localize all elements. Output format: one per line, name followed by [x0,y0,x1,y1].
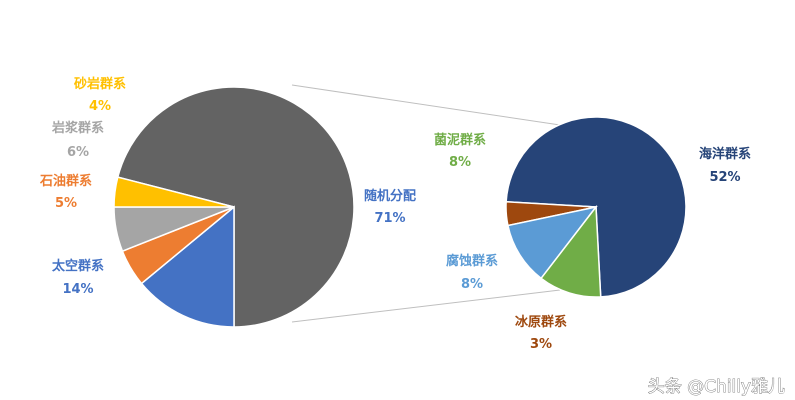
label-suiji-name: 随机分配 [364,188,416,204]
label-yanjiang-name: 岩浆群系 [51,120,104,136]
label-junni-name: 菌泥群系 [434,132,486,148]
label-shayan-value: 4% [89,99,111,114]
pie-slice-junni [540,204,602,298]
connector-lines [291,84,561,323]
main-pie [113,86,355,328]
label-shiyou-value: 5% [55,196,77,211]
label-bingyuan-name: 冰原群系 [515,314,567,330]
pie-slice-shayan [113,176,235,208]
label-taikong-name: 太空群系 [51,258,104,274]
label-fushi-value: 8% [461,277,483,292]
pie-slice-taikong [140,205,235,328]
label-taikong-value: 14% [62,282,93,297]
label-shayan-name: 砂岩群系 [73,76,126,92]
pie-slice-fushi [507,205,598,280]
label-haiyang-name: 海洋群系 [699,146,751,162]
label-fushi-name: 腐蚀群系 [446,253,498,269]
watermark-text: 头条 @Chilly雅儿 [648,377,785,397]
label-suiji-value: 71% [374,211,405,226]
secondary-pie [505,116,687,298]
pie-slice-suiji [116,86,355,328]
label-yanjiang-value: 6% [67,145,89,160]
label-junni-value: 8% [449,155,471,170]
label-bingyuan-value: 3% [530,337,552,352]
label-shiyou-name: 石油群系 [39,173,92,189]
connector-line-top [291,84,561,126]
connector-line-bottom [291,289,561,323]
label-haiyang-value: 52% [709,170,740,185]
